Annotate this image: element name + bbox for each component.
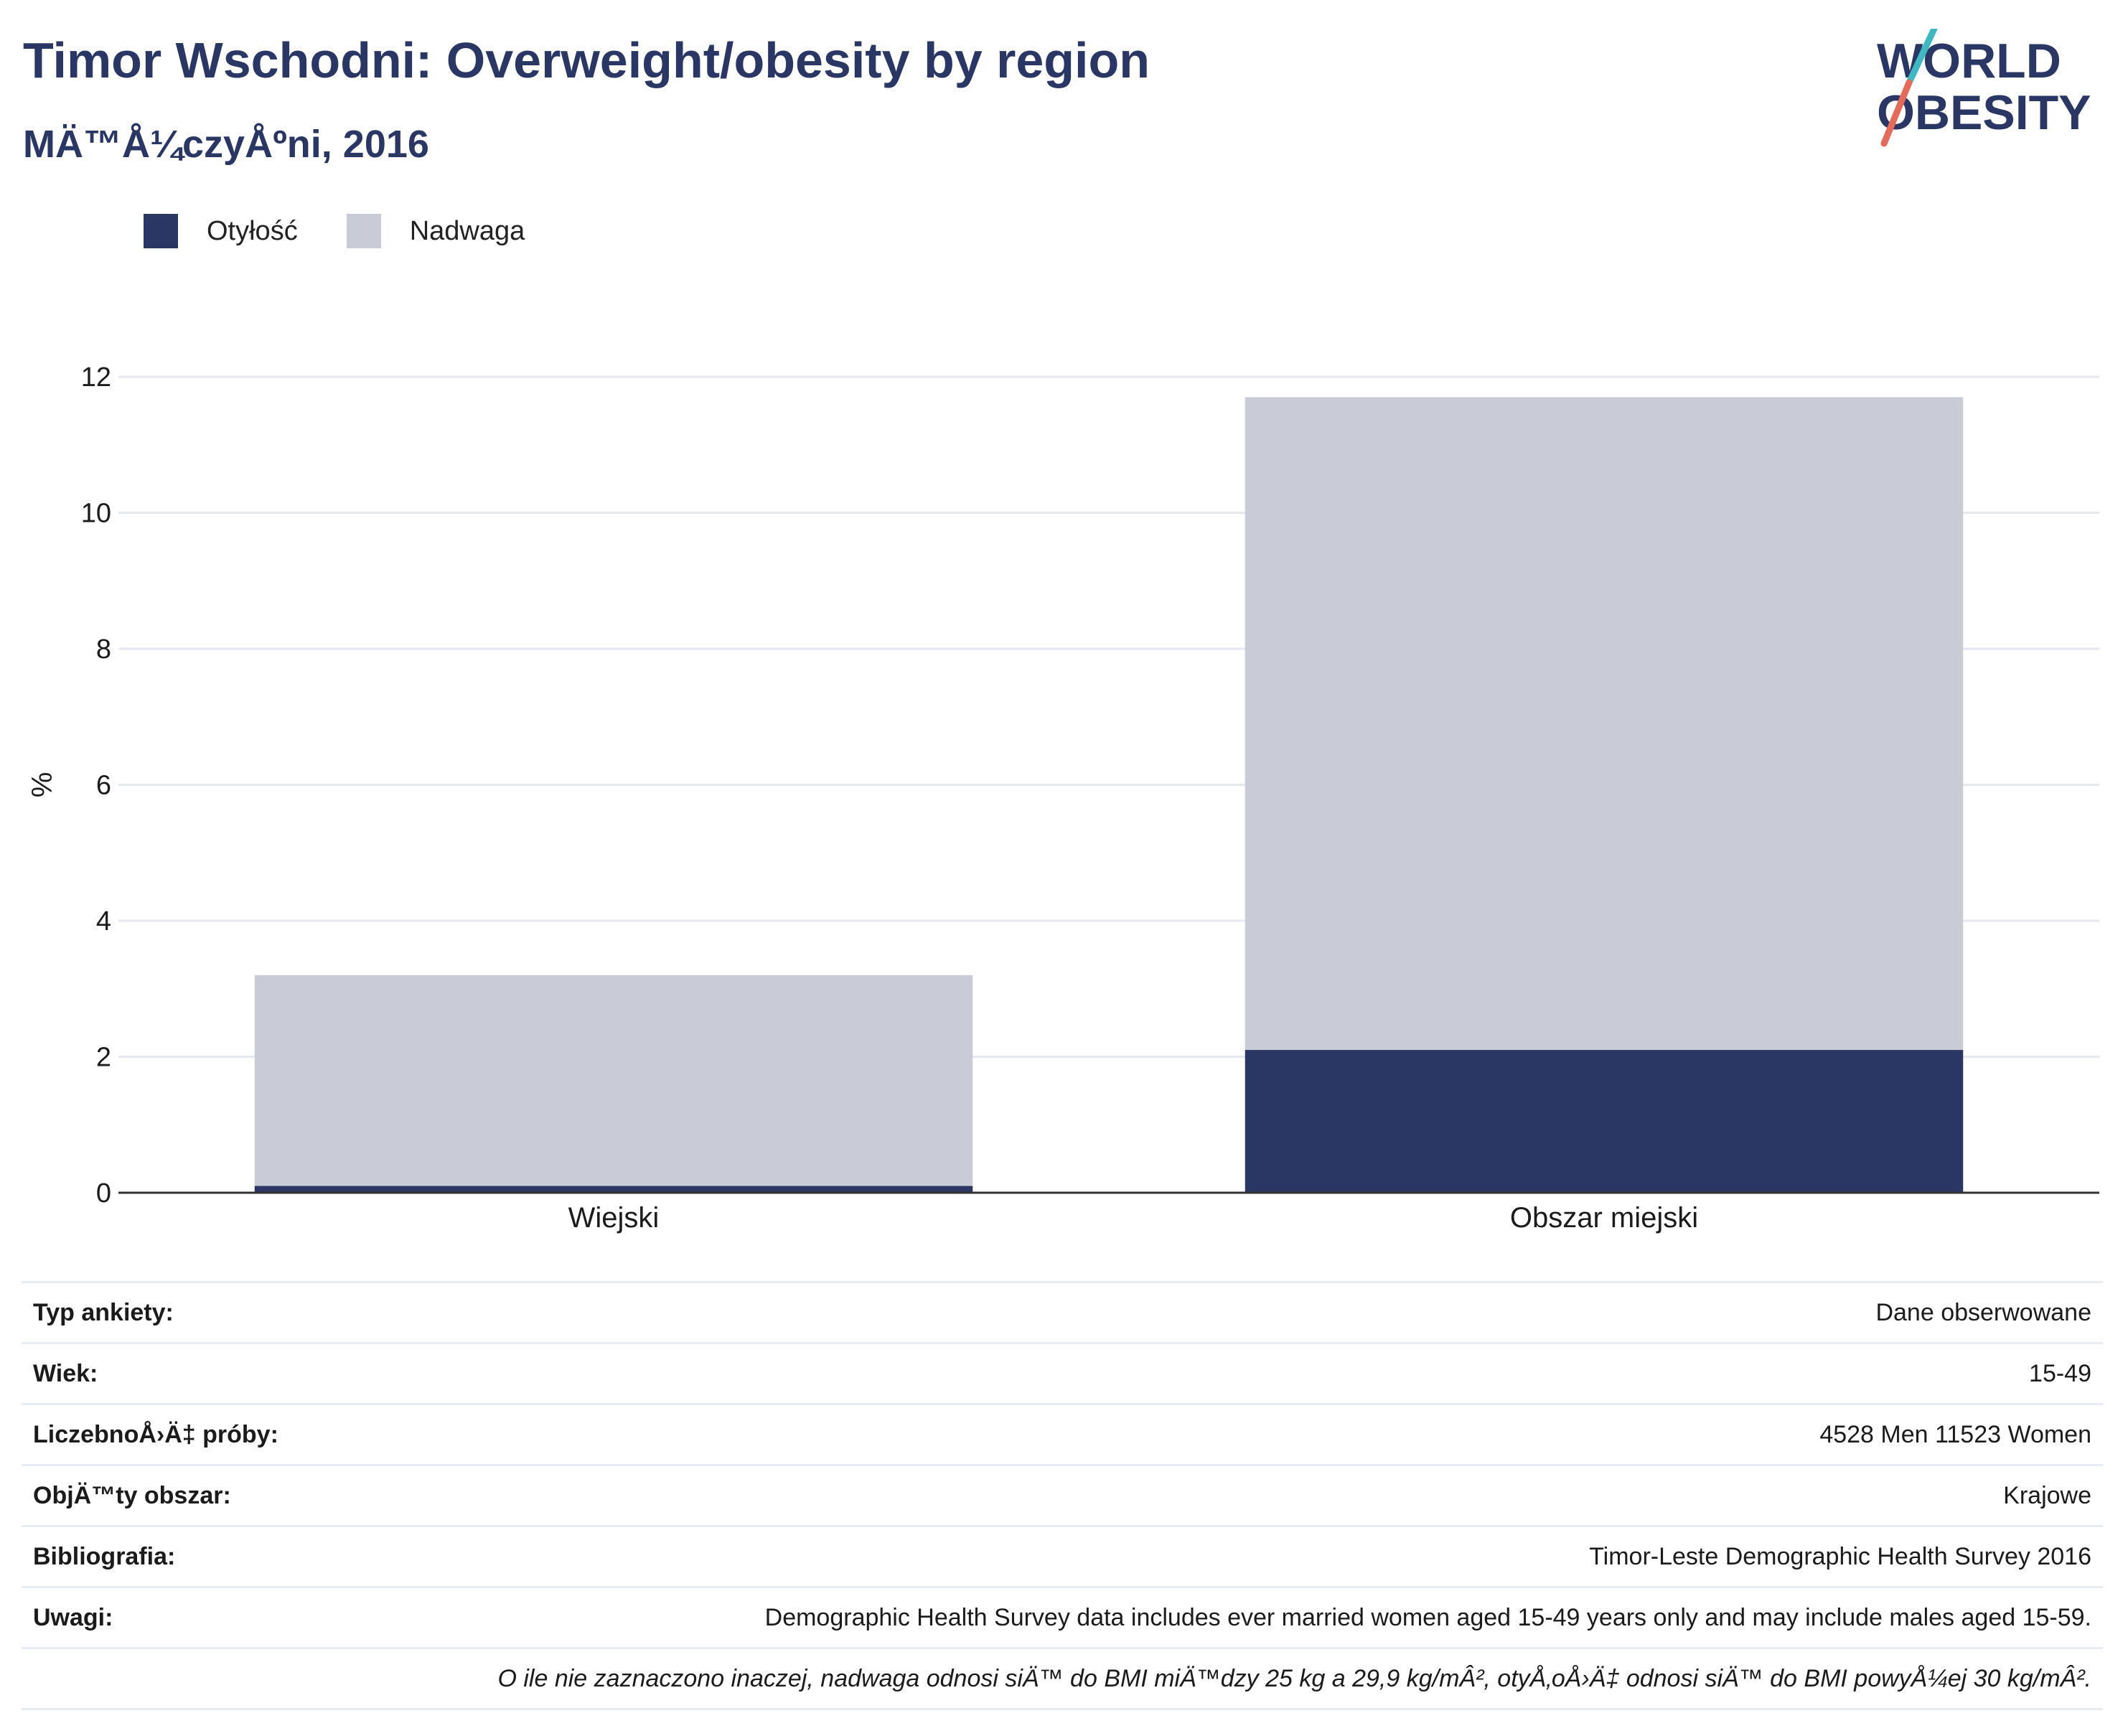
y-axis-label: % bbox=[27, 772, 58, 798]
info-value: 4528 Men 11523 Women bbox=[1819, 1420, 2091, 1448]
y-tick-label: 4 bbox=[96, 906, 111, 937]
y-tick-label: 6 bbox=[96, 771, 111, 801]
legend-swatch-obesity bbox=[144, 214, 178, 248]
logo-slash-bottom bbox=[1880, 79, 1913, 147]
logo-line2: OBESITY bbox=[1877, 85, 2091, 140]
info-row: Typ ankiety: Dane obserwowane bbox=[22, 1281, 2103, 1342]
legend-label: Nadwaga bbox=[409, 215, 525, 246]
legend-label: Otyłość bbox=[207, 215, 298, 246]
info-key: Uwagi: bbox=[33, 1603, 113, 1631]
logo-line1: WORLD bbox=[1877, 34, 2061, 88]
chart-subtitle: MÄ™Å¼czyÅºni, 2016 bbox=[23, 123, 429, 166]
info-value: 15-49 bbox=[2029, 1359, 2091, 1387]
info-value: Dane obserwowane bbox=[1875, 1298, 2091, 1326]
info-row: Bibliografia: Timor-Leste Demographic He… bbox=[22, 1525, 2103, 1586]
logo-slash-top bbox=[1906, 29, 1938, 86]
info-row: Wiek: 15-49 bbox=[22, 1342, 2103, 1403]
info-key: Bibliografia: bbox=[33, 1542, 176, 1570]
legend-swatch-overweight bbox=[346, 214, 381, 248]
footnote-row: O ile nie zaznaczono inaczej, nadwaga od… bbox=[22, 1647, 2103, 1710]
y-tick-label: 0 bbox=[96, 1178, 111, 1209]
y-tick-label: 12 bbox=[81, 362, 111, 393]
info-key: Typ ankiety: bbox=[33, 1298, 174, 1326]
y-tick-label: 2 bbox=[96, 1043, 111, 1073]
bar-obesity bbox=[254, 1186, 973, 1193]
info-row: LiczebnoÅ›Ä‡ próby: 4528 Men 11523 Women bbox=[22, 1403, 2103, 1464]
info-row: ObjÄ™ty obszar: Krajowe bbox=[22, 1464, 2103, 1525]
legend-item-obesity[interactable]: Otyłość bbox=[144, 214, 298, 248]
info-key: LiczebnoÅ›Ä‡ próby: bbox=[33, 1420, 278, 1448]
info-key: Wiek: bbox=[33, 1359, 98, 1387]
legend-item-overweight[interactable]: Nadwaga bbox=[346, 214, 525, 248]
x-tick-label: Obszar miejski bbox=[1510, 1202, 1698, 1234]
info-value: Demographic Health Survey data includes … bbox=[764, 1603, 2091, 1631]
stacked-bar-chart: 0 2 4 6 8 10 12% Wiejski Obszar miejski bbox=[27, 362, 2099, 1234]
info-table: Typ ankiety: Dane obserwowane Wiek: 15-4… bbox=[22, 1281, 2103, 1710]
bar-overweight bbox=[1245, 397, 1964, 1051]
bar-overweight bbox=[254, 975, 973, 1186]
info-value: Timor-Leste Demographic Health Survey 20… bbox=[1589, 1542, 2091, 1570]
world-obesity-logo: WORLD OBESITY bbox=[1877, 29, 2091, 147]
info-value: Krajowe bbox=[2003, 1481, 2091, 1509]
info-row: Uwagi: Demographic Health Survey data in… bbox=[22, 1586, 2103, 1647]
y-tick-label: 10 bbox=[81, 499, 111, 529]
y-tick-label: 8 bbox=[96, 634, 111, 665]
bar-obesity bbox=[1245, 1050, 1964, 1193]
legend: Otyłość Nadwaga bbox=[144, 214, 573, 248]
x-tick-label: Wiejski bbox=[568, 1202, 660, 1234]
info-key: ObjÄ™ty obszar: bbox=[33, 1481, 231, 1509]
chart-title: Timor Wschodni: Overweight/obesity by re… bbox=[23, 32, 1150, 88]
footnote: O ile nie zaznaczono inaczej, nadwaga od… bbox=[497, 1664, 2091, 1692]
